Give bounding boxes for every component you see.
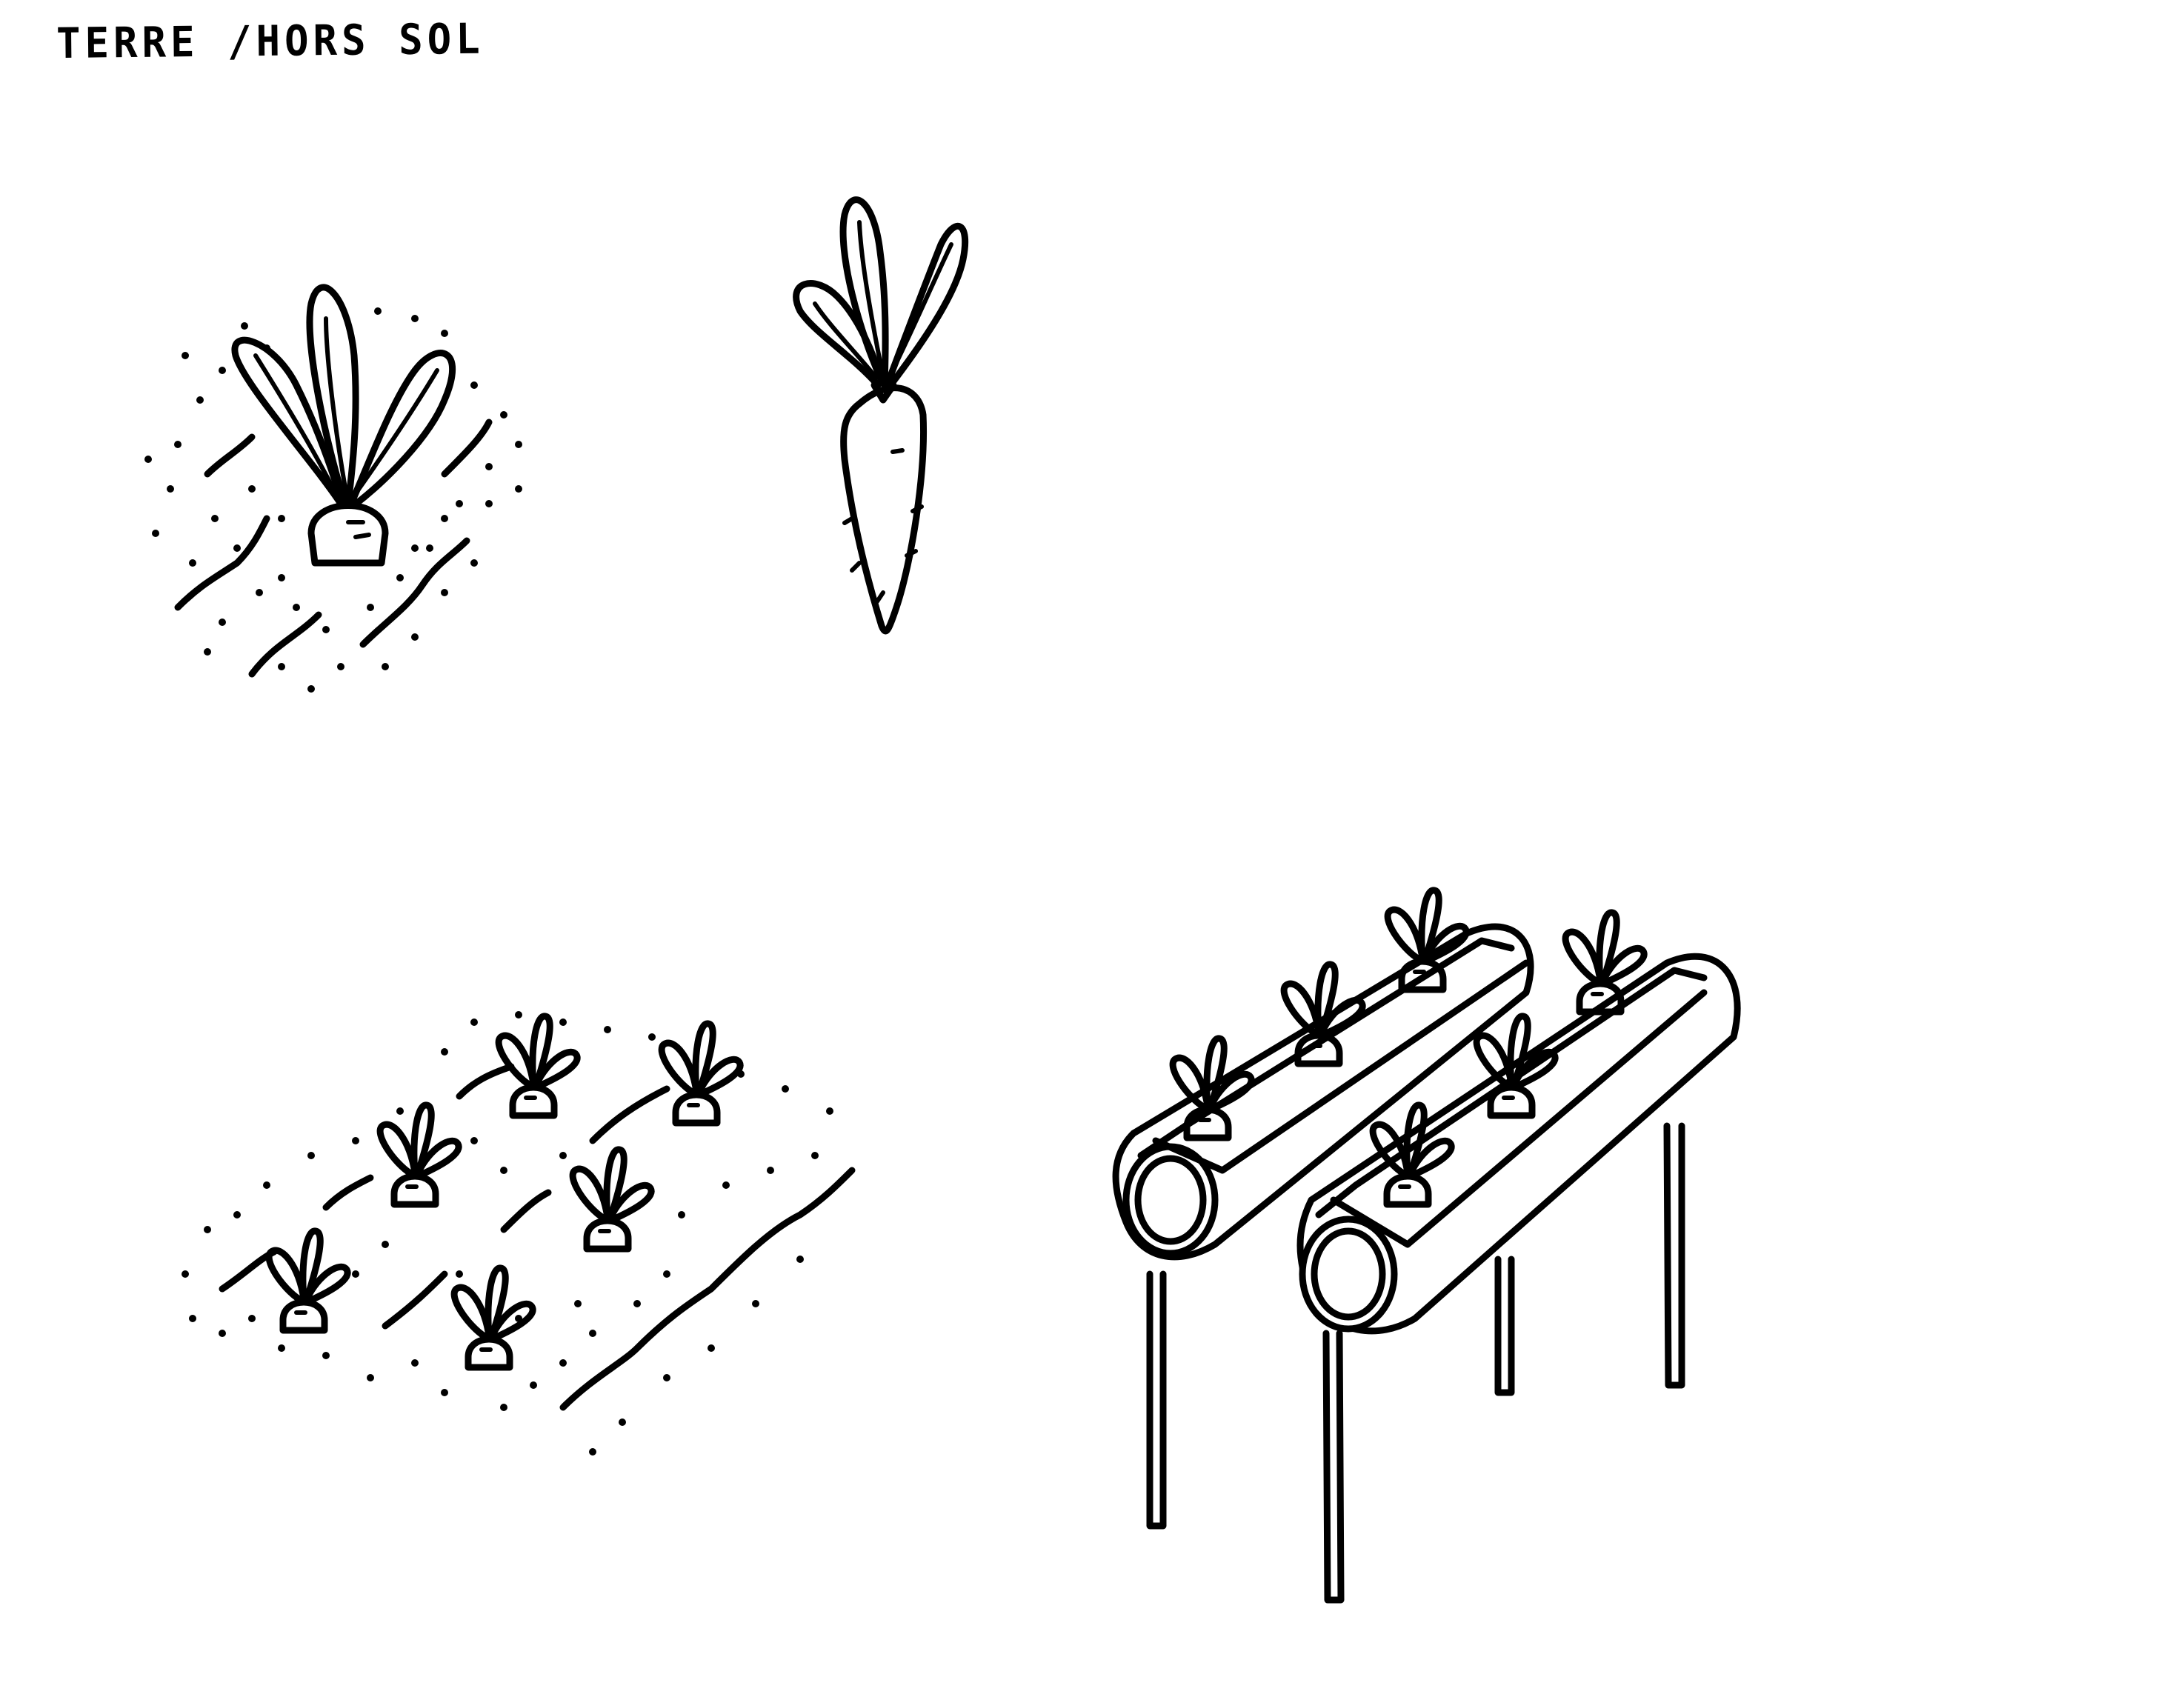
single-carrot-in-soil (144, 284, 522, 693)
pulled-carrot (793, 196, 969, 635)
carrot-field-rows (182, 1011, 856, 1456)
hydroponic-tubes-on-stands (1112, 890, 1741, 1604)
